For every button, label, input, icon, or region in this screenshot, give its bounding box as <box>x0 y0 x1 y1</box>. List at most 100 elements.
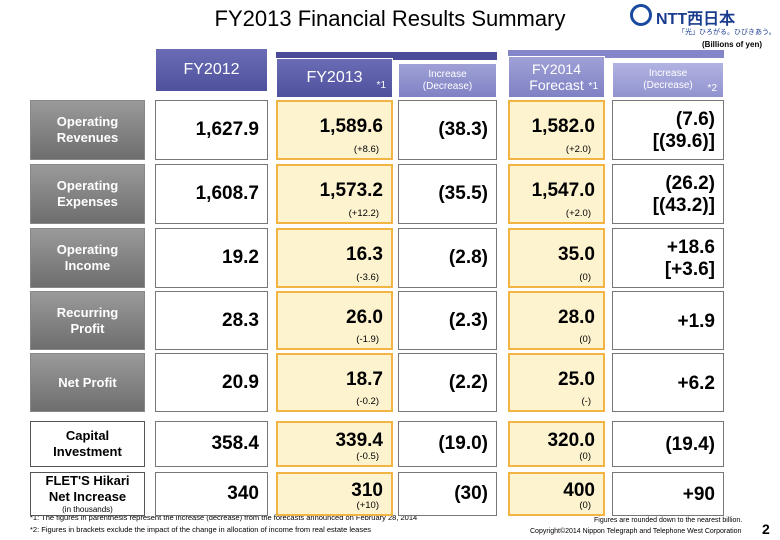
value: (7.6) <box>675 109 715 130</box>
value: [(43.2)] <box>652 195 715 216</box>
value: [(39.6)] <box>652 131 715 152</box>
row-label-note: (in thousands) <box>62 505 113 514</box>
column-label: FY2012 <box>183 61 240 78</box>
row-label-line: Expenses <box>57 194 118 209</box>
cell: 1,547.0 (+2.0) <box>508 164 605 224</box>
value: +6.2 <box>677 372 715 394</box>
value: 18.7 <box>346 368 383 390</box>
value: 339.4 <box>335 430 383 451</box>
row-label: Operating Income <box>30 228 145 288</box>
header-bar <box>508 50 724 58</box>
column-note: *2 <box>707 83 717 94</box>
cell: 35.0 (0) <box>508 228 605 288</box>
change: (-0.5) <box>356 451 379 462</box>
value: 25.0 <box>558 368 595 390</box>
column-label: FY2013 <box>306 69 363 86</box>
value: (35.5) <box>438 183 488 204</box>
value: 310 <box>351 480 383 501</box>
unit: (Billions of yen) <box>702 40 762 49</box>
cell: 339.4 (-0.5) <box>276 421 393 467</box>
column-label: Increase (Decrease) <box>422 68 473 92</box>
value: +1.9 <box>677 310 715 332</box>
cell: 310 (+10) <box>276 472 393 516</box>
value: +90 <box>682 484 715 505</box>
column-note: *1 <box>376 80 386 91</box>
change: (-0.2) <box>356 396 379 407</box>
row-label-line: Recurring <box>56 304 119 320</box>
value: (19.4) <box>665 434 715 455</box>
change: (-) <box>581 396 592 407</box>
value: (38.3) <box>438 119 488 140</box>
value: [+3.6] <box>664 259 715 280</box>
row-label-line: Net Profit <box>58 374 117 390</box>
header-bar <box>276 52 497 60</box>
column-header: FY2014 Forecast *1 <box>508 56 605 98</box>
row-label-line: Operating <box>56 114 119 129</box>
value: (30) <box>454 483 488 504</box>
cell: (2.3) <box>398 291 497 350</box>
logo-icon <box>630 4 652 26</box>
cell: 358.4 <box>155 421 268 467</box>
value: (19.0) <box>438 433 488 454</box>
row-label-line: Investment <box>53 444 122 459</box>
column-header: Increase (Decrease) <box>398 63 497 98</box>
cell: +18.6 [+3.6] <box>612 228 724 288</box>
change: (0) <box>579 334 591 345</box>
value: (2.2) <box>448 371 488 393</box>
value: 28.0 <box>558 306 595 328</box>
cell: 400 (0) <box>508 472 605 516</box>
cell: (35.5) <box>398 164 497 224</box>
value: 1,608.7 <box>195 183 259 204</box>
value: 26.0 <box>346 306 383 328</box>
value: +18.6 <box>666 237 715 258</box>
row-label-line: Capital <box>65 428 110 443</box>
cell: (2.2) <box>398 353 497 412</box>
cell: 28.3 <box>155 291 268 350</box>
value: 35.0 <box>558 244 595 265</box>
value: 1,573.2 <box>319 180 383 201</box>
change: (+8.6) <box>353 144 379 155</box>
title: FY2013 Financial Results Summary <box>214 6 566 31</box>
cell: 25.0 (-) <box>508 353 605 412</box>
logo: NTT西日本 <box>656 11 736 28</box>
footnote: *1: The figures in parenthesis represent… <box>30 513 418 522</box>
value: 400 <box>563 480 595 501</box>
cell: 16.3 (-3.6) <box>276 228 393 288</box>
change: (+2.0) <box>565 144 591 155</box>
cell: 340 <box>155 472 268 516</box>
cell: (38.3) <box>398 100 497 160</box>
row-label: Capital Investment <box>30 421 145 467</box>
cell: +6.2 <box>612 353 724 412</box>
cell: 1,627.9 <box>155 100 268 160</box>
cell: (2.8) <box>398 228 497 288</box>
footnote: *2: Figures in brackets exclude the impa… <box>30 525 372 534</box>
row-label: Operating Expenses <box>30 164 145 224</box>
cell: 320.0 (0) <box>508 421 605 467</box>
column-header: Increase (Decrease) *2 <box>612 62 724 98</box>
value: 340 <box>227 483 259 504</box>
value: 1,547.0 <box>531 180 595 201</box>
cell: 19.2 <box>155 228 268 288</box>
cell: (7.6) [(39.6)] <box>612 100 724 160</box>
cell: 1,582.0 (+2.0) <box>508 100 605 160</box>
page-number: 2 <box>762 521 770 537</box>
value: 19.2 <box>222 247 259 268</box>
cell: +1.9 <box>612 291 724 350</box>
value: (2.3) <box>448 309 488 331</box>
row-label-line: Revenues <box>56 130 119 145</box>
row-label-line: FLET'S Hikari <box>45 473 130 488</box>
row-label: FLET'S Hikari Net Increase (in thousands) <box>30 472 145 516</box>
cell: 18.7 (-0.2) <box>276 353 393 412</box>
cell: (26.2) [(43.2)] <box>612 164 724 224</box>
column-header: FY2013 *1 <box>276 58 393 98</box>
column-note: *1 <box>588 81 598 92</box>
cell: (19.4) <box>612 421 724 467</box>
cell: 20.9 <box>155 353 268 412</box>
value: 358.4 <box>211 433 259 454</box>
cell: (30) <box>398 472 497 516</box>
value: 16.3 <box>346 244 383 265</box>
cell: +90 <box>612 472 724 516</box>
row-label: Operating Revenues <box>30 100 145 160</box>
cell: 26.0 (-1.9) <box>276 291 393 350</box>
copyright: Copyright©2014 Nippon Telegraph and Tele… <box>530 528 742 535</box>
